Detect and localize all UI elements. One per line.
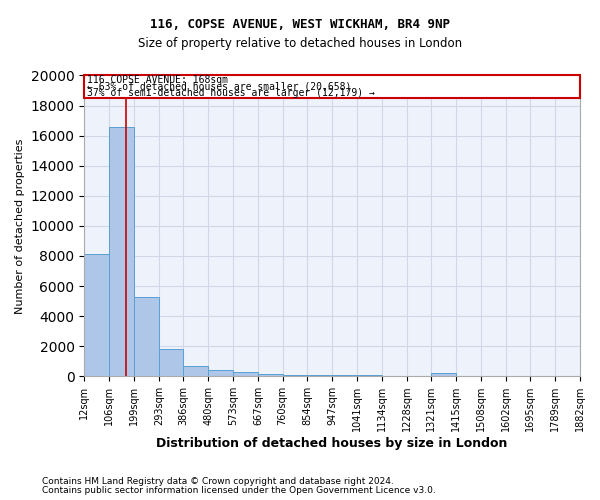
Bar (258, 374, 283, 376)
Bar (109, 126, 134, 376)
Bar (208, 370, 233, 376)
Bar (184, 366, 208, 376)
Y-axis label: Number of detached properties: Number of detached properties (15, 138, 25, 314)
Text: Contains public sector information licensed under the Open Government Licence v3: Contains public sector information licen… (42, 486, 436, 495)
Text: 37% of semi-detached houses are larger (12,179) →: 37% of semi-detached houses are larger (… (87, 88, 375, 98)
Bar (134, 296, 159, 376)
Bar (283, 374, 307, 376)
Text: 116, COPSE AVENUE, WEST WICKHAM, BR4 9NP: 116, COPSE AVENUE, WEST WICKHAM, BR4 9NP (150, 18, 450, 30)
Bar (307, 375, 332, 376)
Text: ← 63% of detached houses are smaller (20,658): ← 63% of detached houses are smaller (20… (87, 81, 352, 91)
Text: 116 COPSE AVENUE: 168sqm: 116 COPSE AVENUE: 168sqm (87, 75, 228, 85)
Bar (159, 349, 184, 376)
X-axis label: Distribution of detached houses by size in London: Distribution of detached houses by size … (157, 437, 508, 450)
Text: Size of property relative to detached houses in London: Size of property relative to detached ho… (138, 38, 462, 51)
Bar (84, 76, 580, 98)
Bar (84, 254, 109, 376)
Bar (431, 373, 456, 376)
Bar (233, 372, 258, 376)
Text: Contains HM Land Registry data © Crown copyright and database right 2024.: Contains HM Land Registry data © Crown c… (42, 477, 394, 486)
